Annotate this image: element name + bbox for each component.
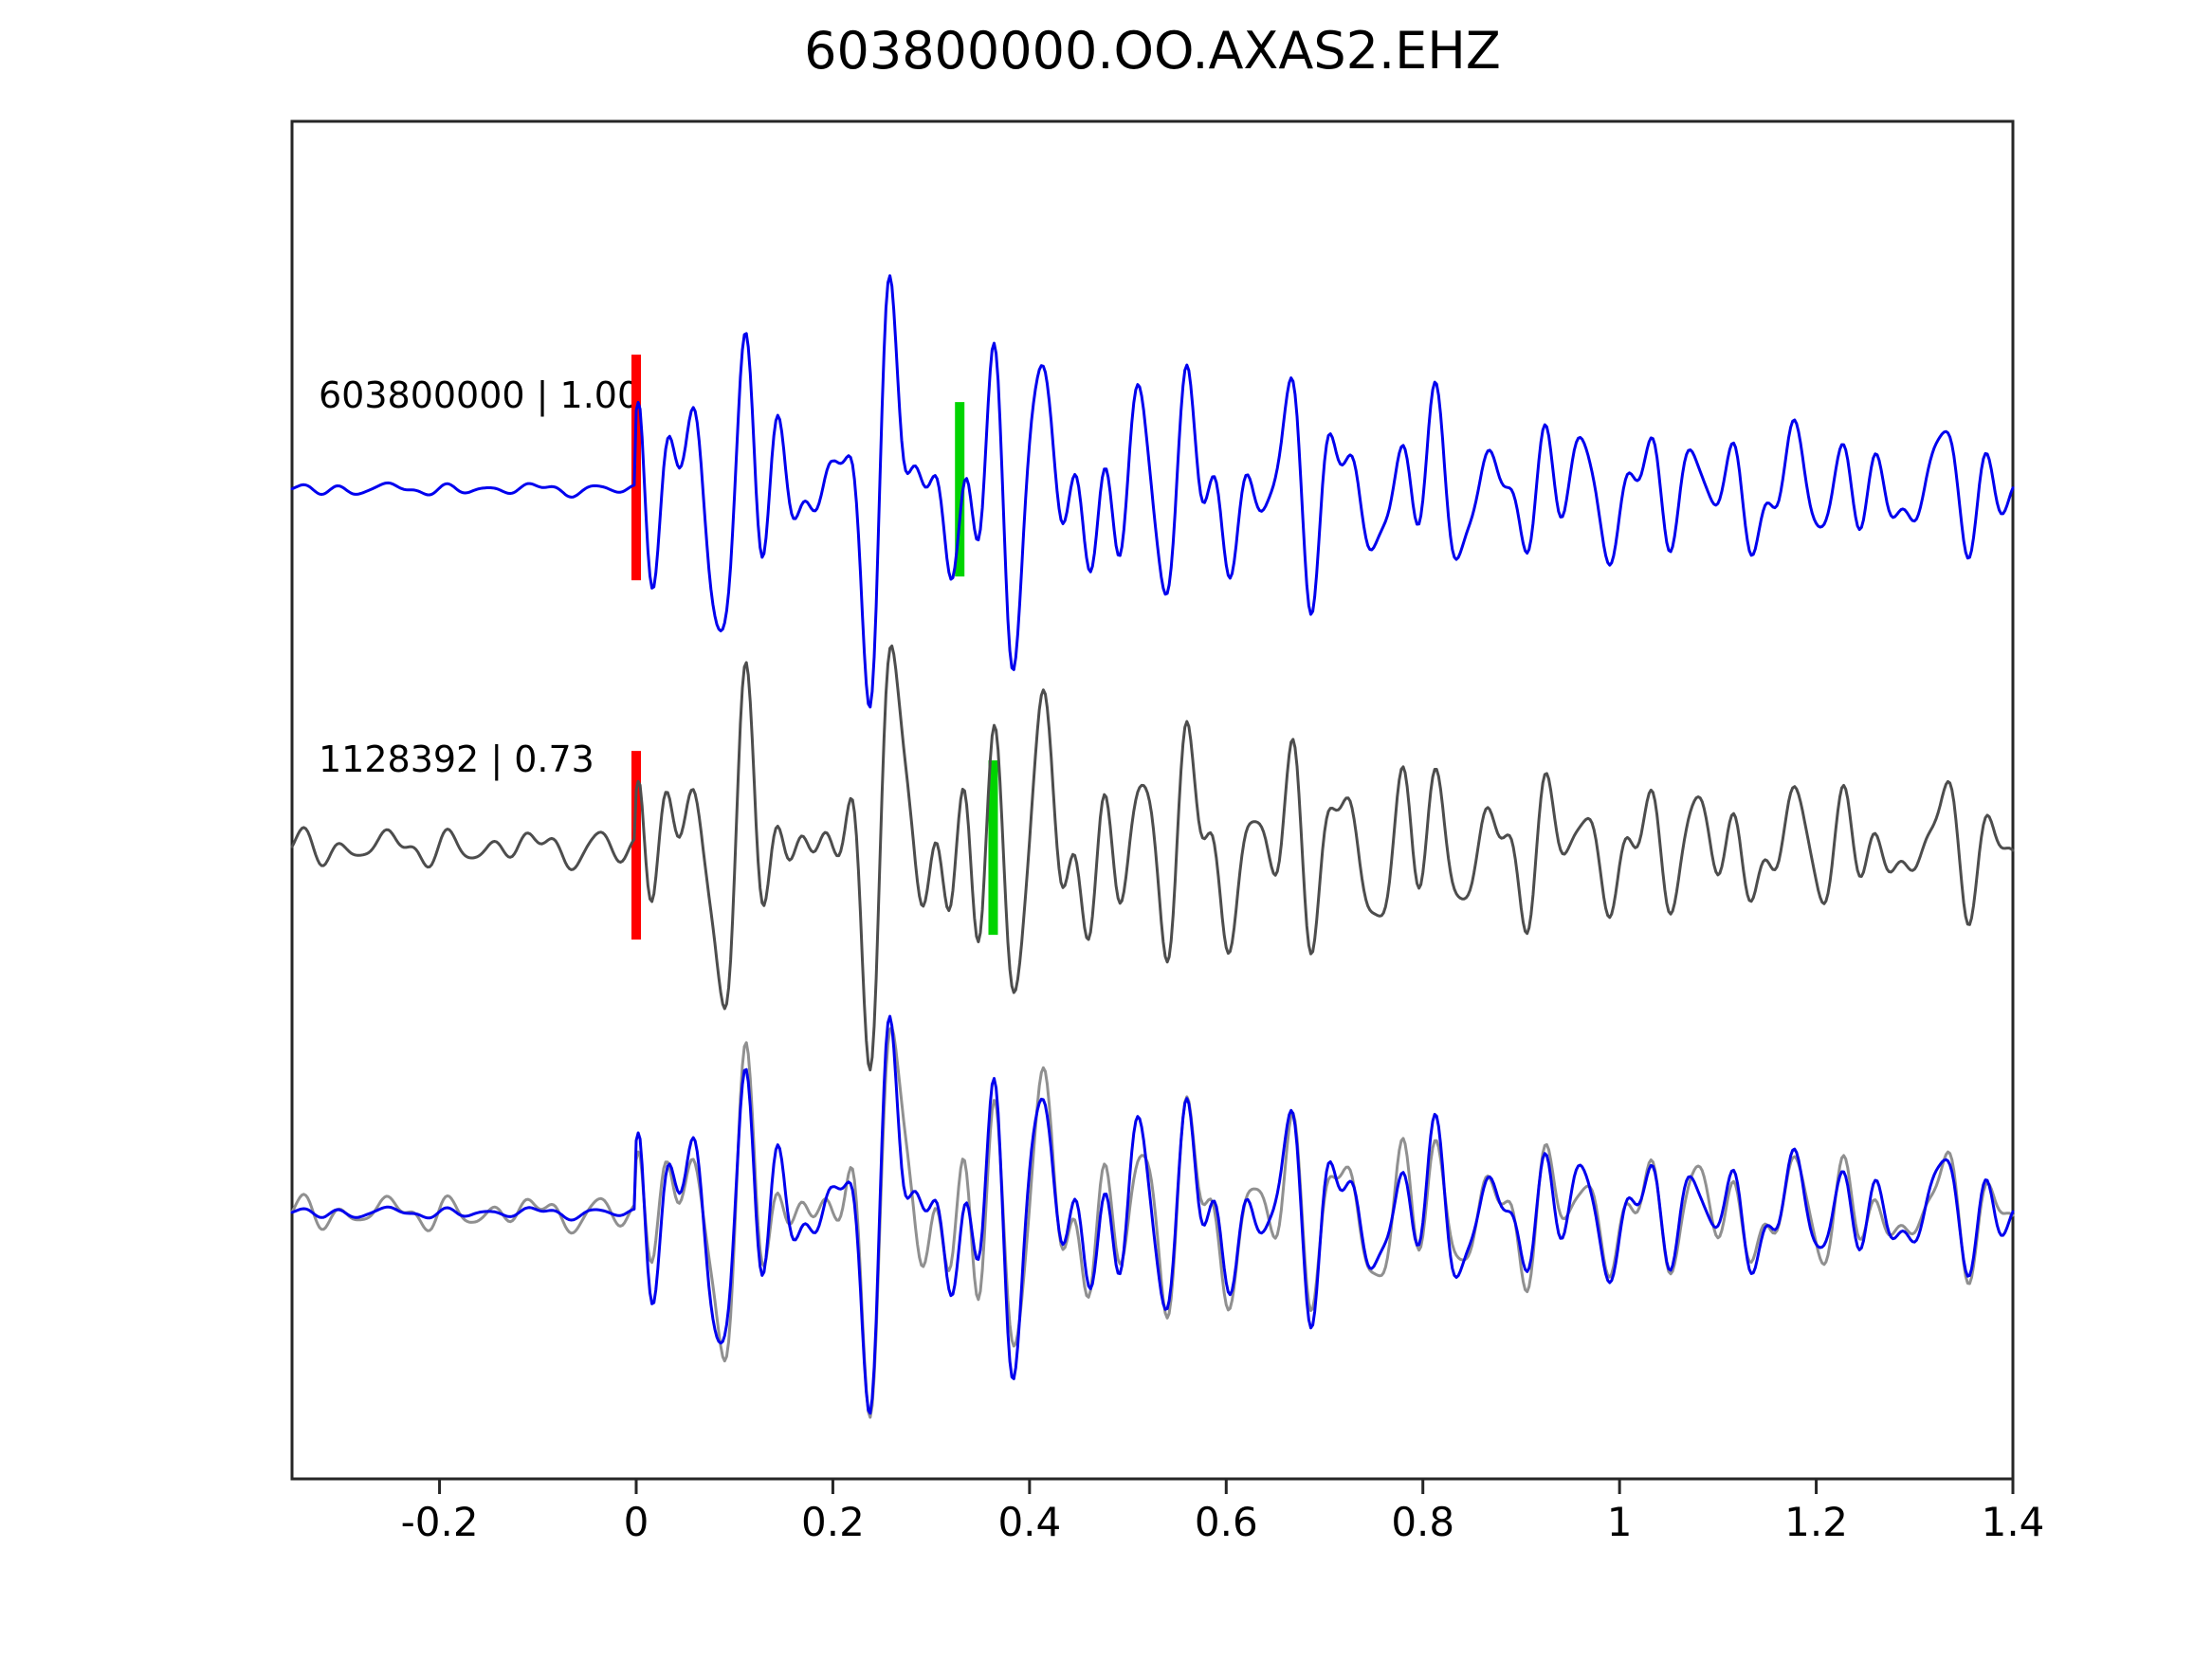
trace-label-detection: 603800000 | 1.00 [319, 374, 641, 416]
x-tick-label: 0.6 [1195, 1499, 1258, 1545]
waveform-template [290, 644, 2015, 1072]
axes-box [290, 119, 2015, 1481]
x-tick-label: 1.4 [1982, 1499, 2045, 1545]
plot-title: 603800000.OO.AXAS2.EHZ [804, 21, 1501, 81]
waveform-overlay-detection [290, 1014, 2015, 1415]
waveform-overlay-template [290, 1026, 2015, 1419]
x-tick-label: 0.2 [801, 1499, 865, 1545]
x-tick-label: 0.4 [997, 1499, 1061, 1545]
x-tick-label: 0.8 [1391, 1499, 1454, 1545]
trace-template [290, 644, 2015, 1072]
waveform-detection [290, 274, 2015, 709]
x-tick-label: 0 [624, 1499, 649, 1545]
x-tick-label: 1.2 [1784, 1499, 1848, 1545]
trace-detection [290, 274, 2015, 709]
x-tick-label: 1 [1607, 1499, 1633, 1545]
trace-label-template: 1128392 | 0.73 [319, 738, 594, 780]
x-tick-label: -0.2 [401, 1499, 479, 1545]
trace-overlay [290, 1014, 2015, 1419]
